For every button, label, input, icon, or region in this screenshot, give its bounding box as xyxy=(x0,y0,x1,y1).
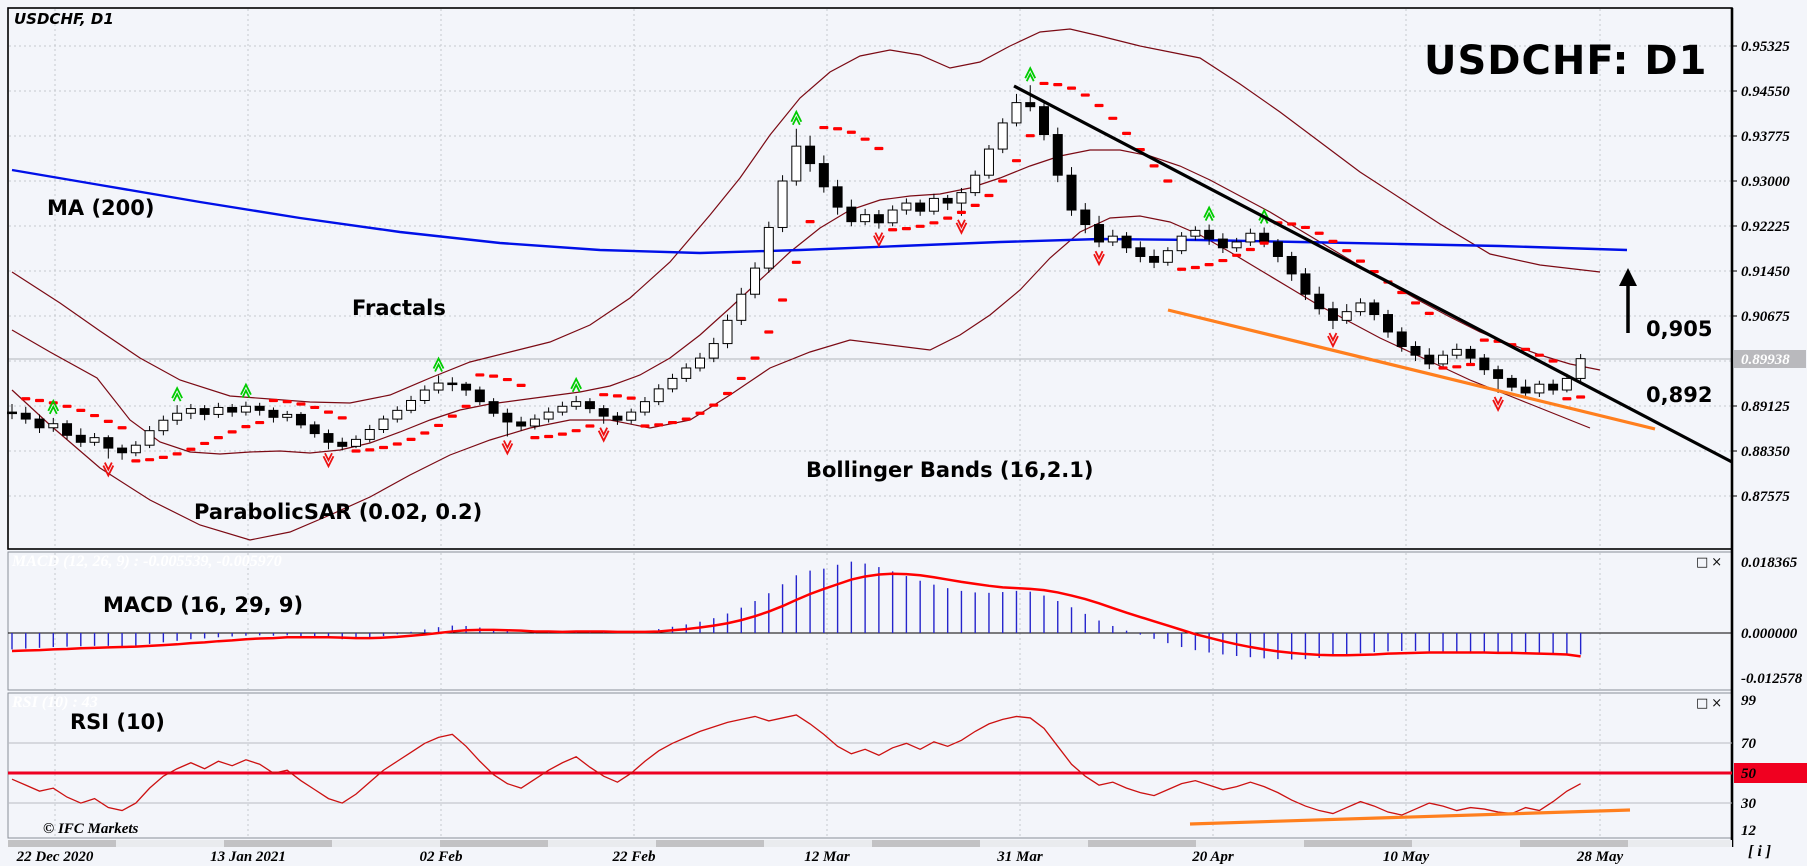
rsi-axis-label: 50 xyxy=(1741,766,1757,782)
fractal-arrows xyxy=(47,66,1504,478)
psar-label: ParabolicSAR (0.02, 0.2) xyxy=(194,500,483,524)
date-axis-label: 02 Feb xyxy=(420,849,463,865)
support-trendline[interactable] xyxy=(1167,308,1656,431)
gridlines xyxy=(9,9,1731,837)
date-axis-label: 12 Mar xyxy=(804,849,850,865)
copyright-label: © IFC Markets xyxy=(43,821,139,837)
price-target-up: 0,905 xyxy=(1646,317,1713,341)
date-axis-label: 20 Apr xyxy=(1191,849,1234,865)
date-axis-label: 22 Dec 2020 xyxy=(16,849,94,865)
price-axis-label: 0.87575 xyxy=(1741,489,1790,505)
price-axis-label: 0.88350 xyxy=(1741,444,1790,460)
price-axis-label: 0.89125 xyxy=(1741,399,1790,415)
date-axis-label: 13 Jan 2021 xyxy=(210,849,286,865)
macd-panel-buttons[interactable]: □× xyxy=(1696,555,1726,570)
rsi-axis-label: 99 xyxy=(1741,693,1757,709)
price-axis-label: 0.94550 xyxy=(1741,84,1790,100)
price-axis-label: 0.90675 xyxy=(1741,309,1790,325)
rsi-support-trendline[interactable] xyxy=(1189,808,1631,826)
bollinger-bands xyxy=(11,28,1601,541)
rsi-indicator-header: RSI (10) : 43 xyxy=(12,694,98,711)
bollinger-label: Bollinger Bands (16,2.1) xyxy=(806,458,1094,482)
rsi-50-tag xyxy=(1734,763,1807,783)
price-axis-label: 0.93775 xyxy=(1741,129,1790,145)
macd-indicator-header: MACD (12, 26, 9) : -0.005539, -0.005970 xyxy=(12,553,282,570)
macd-label: MACD (16, 29, 9) xyxy=(103,593,304,617)
date-axis-label: 22 Feb xyxy=(612,849,656,865)
date-axis-label: 28 May xyxy=(1576,849,1624,865)
corner-info-button[interactable]: [ i ] xyxy=(1748,843,1772,860)
rsi-panel-buttons[interactable]: □× xyxy=(1696,696,1726,711)
up-arrow-annotation xyxy=(1619,268,1637,333)
rsi-label: RSI (10) xyxy=(70,710,165,734)
resistance-trendline[interactable] xyxy=(1013,84,1733,464)
macd-axis-label: 0.018365 xyxy=(1741,555,1798,571)
price-axis-label: 0.95325 xyxy=(1741,39,1790,55)
price-axis-label: 0.91450 xyxy=(1741,264,1790,280)
candles xyxy=(7,85,1586,460)
fractals-label: Fractals xyxy=(352,296,446,320)
rsi-axis-label: 12 xyxy=(1741,823,1757,839)
current-price-tag xyxy=(1734,350,1806,368)
macd-axis-label: -0.012578 xyxy=(1741,671,1803,687)
current-price-label: 0.89938 xyxy=(1741,352,1790,368)
ma-label: MA (200) xyxy=(47,196,155,220)
watermark-symbol: USDCHF: D1 xyxy=(1424,38,1708,84)
horizontal-scrollbar[interactable] xyxy=(8,840,1732,847)
date-axis-label: 31 Mar xyxy=(996,849,1043,865)
symbol-title: USDCHF, D1 xyxy=(14,10,114,28)
macd-panel-border xyxy=(7,551,1733,691)
price-axis-label: 0.92225 xyxy=(1741,219,1790,235)
price-target-down: 0,892 xyxy=(1646,383,1713,407)
macd-series xyxy=(8,561,1732,660)
rsi-axis-label: 70 xyxy=(1741,736,1757,752)
price-axis-label: 0.93000 xyxy=(1741,174,1790,190)
date-axis-label: 10 May xyxy=(1383,849,1430,865)
macd-axis-label: 0.000000 xyxy=(1741,626,1798,642)
psar-dots xyxy=(21,81,1586,463)
rsi-series xyxy=(8,714,1732,826)
rsi-axis-label: 30 xyxy=(1740,796,1757,812)
